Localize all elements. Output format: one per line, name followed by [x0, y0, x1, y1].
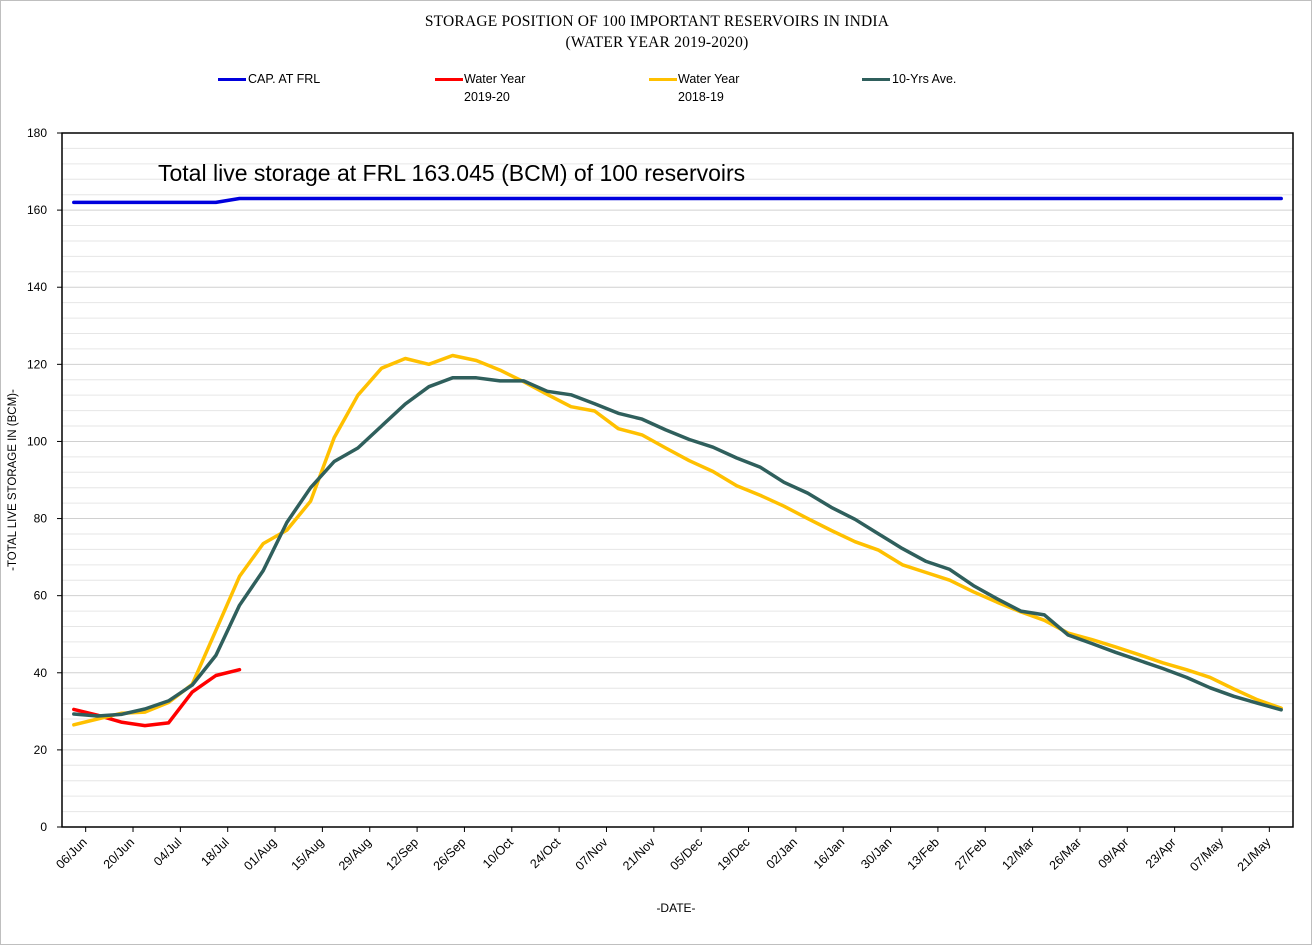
series-line-2 [72, 353, 1283, 727]
x-tick-label: 21/Nov [620, 835, 658, 873]
y-tick-label: 100 [27, 434, 47, 448]
y-tick-label: 20 [34, 743, 48, 757]
legend-swatch-frl [218, 78, 246, 81]
x-tick-label: 26/Mar [1047, 835, 1084, 872]
legend-label-frl: CAP. AT FRL [248, 72, 321, 86]
legend-label-2019-20-line1: Water Year [464, 72, 526, 86]
x-tick-label: 07/May [1187, 835, 1226, 874]
series-line-3 [72, 376, 1283, 718]
x-tick-label: 01/Aug [241, 835, 279, 873]
y-tick-label: 80 [34, 512, 48, 526]
x-tick-label: 15/Aug [289, 835, 327, 873]
x-axis-label: -DATE- [656, 901, 695, 915]
x-tick-label: 09/Apr [1095, 835, 1131, 871]
x-tick-label: 05/Dec [667, 835, 705, 873]
x-tick-label: 07/Nov [573, 835, 611, 873]
y-tick-label: 0 [40, 820, 47, 834]
x-tick-labels: 06/Jun 20/Jun 04/Jul 18/Jul 01/Aug 15/Aug 29/A… [53, 835, 1274, 874]
legend-label-2019-20-line2: 2019-20 [464, 90, 510, 104]
y-tick-label: 180 [27, 126, 47, 140]
frl-annotation: Total live storage at FRL 163.045 (BCM) … [158, 160, 745, 186]
x-tick-label: 30/Jan [858, 835, 894, 871]
chart-title-line2: (WATER YEAR 2019-2020) [565, 34, 749, 51]
x-tick-label: 19/Dec [715, 835, 753, 873]
x-tick-label: 26/Sep [431, 835, 469, 873]
series-line-0 [72, 196, 1283, 205]
x-tick-label: 29/Aug [336, 835, 374, 873]
x-tick-label: 12/Mar [999, 835, 1036, 872]
y-tick-label: 140 [27, 280, 47, 294]
y-tick-label: 160 [27, 203, 47, 217]
axes [57, 132, 1294, 832]
x-tick-label: 21/May [1235, 835, 1274, 874]
x-tick-label: 13/Feb [905, 835, 942, 872]
x-tick-label: 12/Sep [383, 835, 421, 873]
x-tick-label: 24/Oct [527, 835, 563, 871]
x-tick-label: 18/Jul [198, 835, 231, 868]
x-tick-label: 04/Jul [151, 835, 184, 868]
legend-swatch-2019-20 [435, 78, 463, 81]
chart-title-line1: STORAGE POSITION OF 100 IMPORTANT RESERV… [424, 13, 890, 30]
x-tick-label: 23/Apr [1143, 835, 1179, 871]
y-tick-label: 40 [34, 666, 48, 680]
x-tick-label: 06/Jun [53, 835, 89, 871]
legend-label-2018-19-line2: 2018-19 [678, 90, 724, 104]
x-tick-label: 16/Jan [811, 835, 847, 871]
plot-frame [61, 132, 1294, 828]
x-tick-label: 10/Oct [480, 835, 516, 871]
x-tick-label: 27/Feb [952, 835, 989, 872]
y-tick-label: 120 [27, 357, 47, 371]
legend-swatch-10yr [862, 78, 890, 81]
y-tick-label: 60 [34, 589, 48, 603]
y-axis-label: -TOTAL LIVE STORAGE IN (BCM)- [7, 389, 19, 571]
legend-swatch-2018-19 [649, 78, 677, 81]
x-tick-label: 02/Jan [764, 835, 800, 871]
legend-label-10yr: 10-Yrs Ave. [892, 72, 957, 86]
x-tick-label: 20/Jun [101, 835, 137, 871]
grid-lines [62, 132, 1293, 828]
series-lines [72, 196, 1283, 728]
y-tick-labels: 0 20 40 60 80 100 120 140 160 180 [27, 126, 47, 834]
legend-label-2018-19-line1: Water Year [678, 72, 740, 86]
